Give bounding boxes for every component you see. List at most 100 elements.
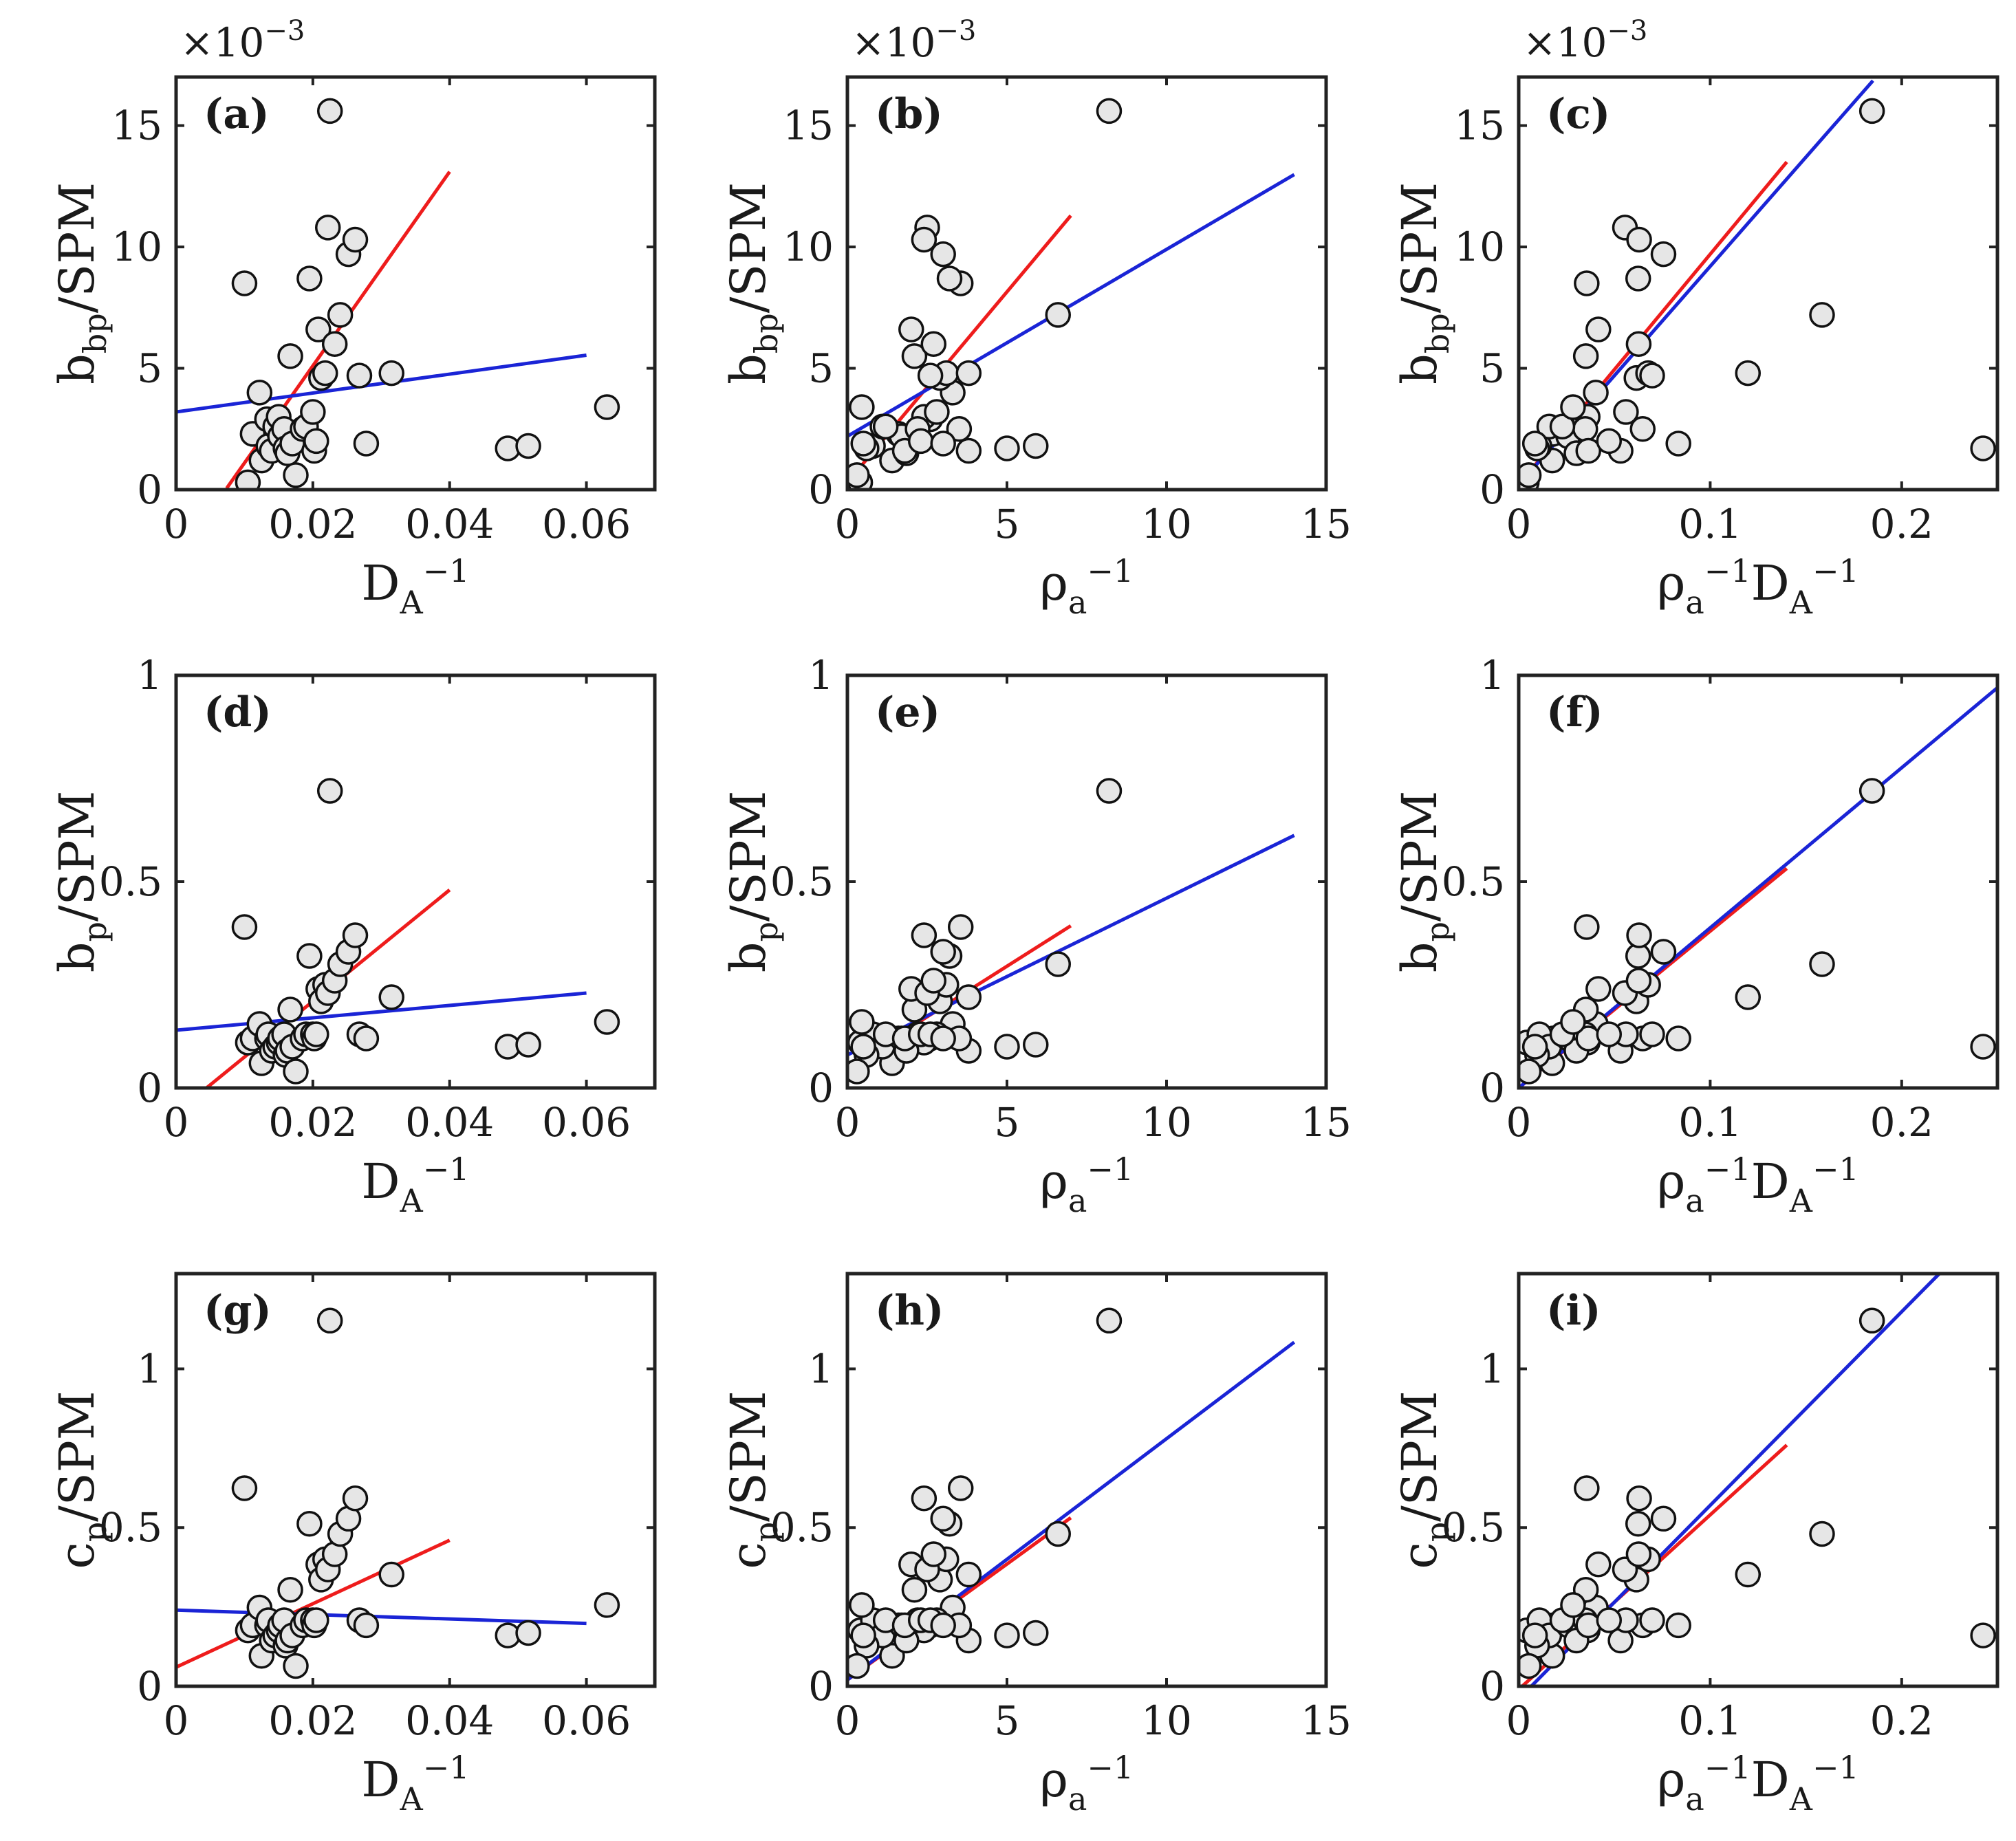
- data-point: [1970, 435, 1996, 461]
- data-point: [1665, 1612, 1691, 1639]
- data-point: [1735, 984, 1761, 1010]
- panel-g: 0 0.02 0.04 0.06 0 0.5 1 (g) cp/SPM DA−1: [49, 1272, 657, 1818]
- y-axis-label: bbp/SPM: [49, 182, 113, 384]
- x-tick-label: 5: [995, 1099, 1020, 1146]
- x-tick-label: 0: [164, 1099, 189, 1146]
- data-point: [1858, 98, 1885, 124]
- plot-data: [1519, 686, 1997, 1088]
- y-tick-label: 15: [1454, 102, 1505, 149]
- data-point: [1583, 380, 1609, 406]
- data-point: [1809, 302, 1835, 328]
- data-point: [911, 226, 937, 253]
- data-point: [1596, 1607, 1623, 1633]
- data-point: [1585, 1551, 1612, 1578]
- panel-label: (a): [204, 90, 270, 138]
- data-point: [235, 469, 261, 490]
- data-point: [231, 270, 258, 296]
- y-tick-label: 0: [1480, 466, 1505, 513]
- plot-data: [176, 1307, 620, 1679]
- data-point: [920, 968, 947, 994]
- y-tick-label: 0.5: [99, 1504, 162, 1551]
- x-tick-label: 0: [1506, 501, 1532, 547]
- data-point: [316, 98, 343, 124]
- y-axis-label: cp/SPM: [49, 1391, 113, 1569]
- blue-fit-line: [176, 1608, 587, 1626]
- x-tick-label: 0: [1506, 1697, 1532, 1744]
- panel-label: (i): [1546, 1287, 1601, 1335]
- data-point: [947, 914, 974, 940]
- data-point: [930, 1505, 956, 1532]
- panel-a: 0 0.02 0.04 0.06 0 5 10 15 (a) ×10−3 bbp/SPM DA−1: [49, 15, 657, 621]
- data-point: [1639, 1607, 1665, 1633]
- data-point: [1560, 1592, 1586, 1618]
- data-point: [1023, 1032, 1049, 1058]
- data-point: [231, 1475, 258, 1501]
- y-axis-label: cp/SPM: [720, 1391, 785, 1569]
- y-tick-label: 1: [1480, 652, 1505, 699]
- data-point: [283, 1058, 309, 1085]
- data-point: [1519, 1653, 1542, 1679]
- data-point: [1665, 1025, 1691, 1052]
- y-tick-label: 1: [808, 652, 834, 699]
- data-point: [353, 1612, 380, 1639]
- data-point: [930, 1025, 956, 1052]
- data-point: [594, 1592, 620, 1618]
- plot-data: [847, 1307, 1296, 1681]
- y-tick-label: 5: [1480, 345, 1505, 392]
- data-point: [930, 431, 956, 457]
- plot-data: [1519, 1274, 1996, 1686]
- data-point: [1625, 265, 1651, 292]
- data-point: [1045, 951, 1071, 977]
- data-point: [1519, 1058, 1542, 1085]
- x-tick-label: 0.04: [405, 501, 494, 547]
- data-point: [1574, 1475, 1600, 1501]
- data-point: [849, 1009, 875, 1035]
- panel-b: 0 5 10 15 0 5 10 15 (b) ×10−3 bbp/SPM ρa−1: [720, 15, 1352, 621]
- x-axis-label: ρa−1DA−1: [1657, 552, 1859, 621]
- data-point: [378, 360, 404, 386]
- data-point: [847, 462, 870, 488]
- y-axis-label: bp/SPM: [1391, 791, 1456, 973]
- plot-area: [847, 675, 1326, 1088]
- data-point: [901, 343, 928, 369]
- x-tick-label: 0: [835, 501, 860, 547]
- data-point: [920, 331, 947, 357]
- y-tick-label: 0.5: [770, 1504, 834, 1551]
- panel-i: 0 0.1 0.2 0 0.5 1 (i) cp/SPM ρa−1DA−1: [1391, 1272, 1999, 1818]
- y-axis-label: bbp/SPM: [720, 182, 785, 384]
- data-point: [911, 922, 937, 948]
- x-tick-label: 10: [1141, 501, 1192, 547]
- x-axis-label: DA−1: [361, 1749, 469, 1818]
- data-point: [994, 1622, 1020, 1648]
- plot-data: [847, 98, 1295, 490]
- y-tick-label: 10: [783, 224, 834, 270]
- x-tick-label: 0.06: [542, 1099, 631, 1146]
- x-tick-label: 0.1: [1678, 1099, 1742, 1146]
- panel-label: (h): [875, 1287, 944, 1335]
- data-point: [1521, 431, 1548, 457]
- data-point: [303, 1607, 329, 1633]
- data-point: [1625, 331, 1652, 357]
- data-point: [847, 1653, 870, 1679]
- y-tick-label: 5: [808, 345, 834, 392]
- data-point: [1629, 416, 1656, 442]
- data-point: [378, 984, 404, 1010]
- y-axis-label: bp/SPM: [49, 791, 113, 973]
- axes-frame: [845, 1272, 1328, 1688]
- y-tick-label: 15: [111, 102, 162, 149]
- data-point: [955, 437, 982, 464]
- plot-data: [1519, 79, 1996, 490]
- data-point: [955, 1561, 982, 1588]
- y-tick-label: 0.5: [770, 858, 834, 905]
- data-point: [1858, 1307, 1885, 1334]
- x-axis-label: DA−1: [361, 552, 469, 621]
- y-tick-label: 0: [137, 1663, 162, 1710]
- panel-label: (c): [1546, 90, 1610, 138]
- data-point: [1549, 413, 1576, 439]
- data-point: [277, 1576, 303, 1603]
- data-point: [1809, 951, 1835, 977]
- x-tick-label: 0.04: [405, 1697, 494, 1744]
- x-tick-label: 10: [1141, 1099, 1192, 1146]
- data-point: [1574, 270, 1600, 296]
- data-point: [1625, 1510, 1651, 1537]
